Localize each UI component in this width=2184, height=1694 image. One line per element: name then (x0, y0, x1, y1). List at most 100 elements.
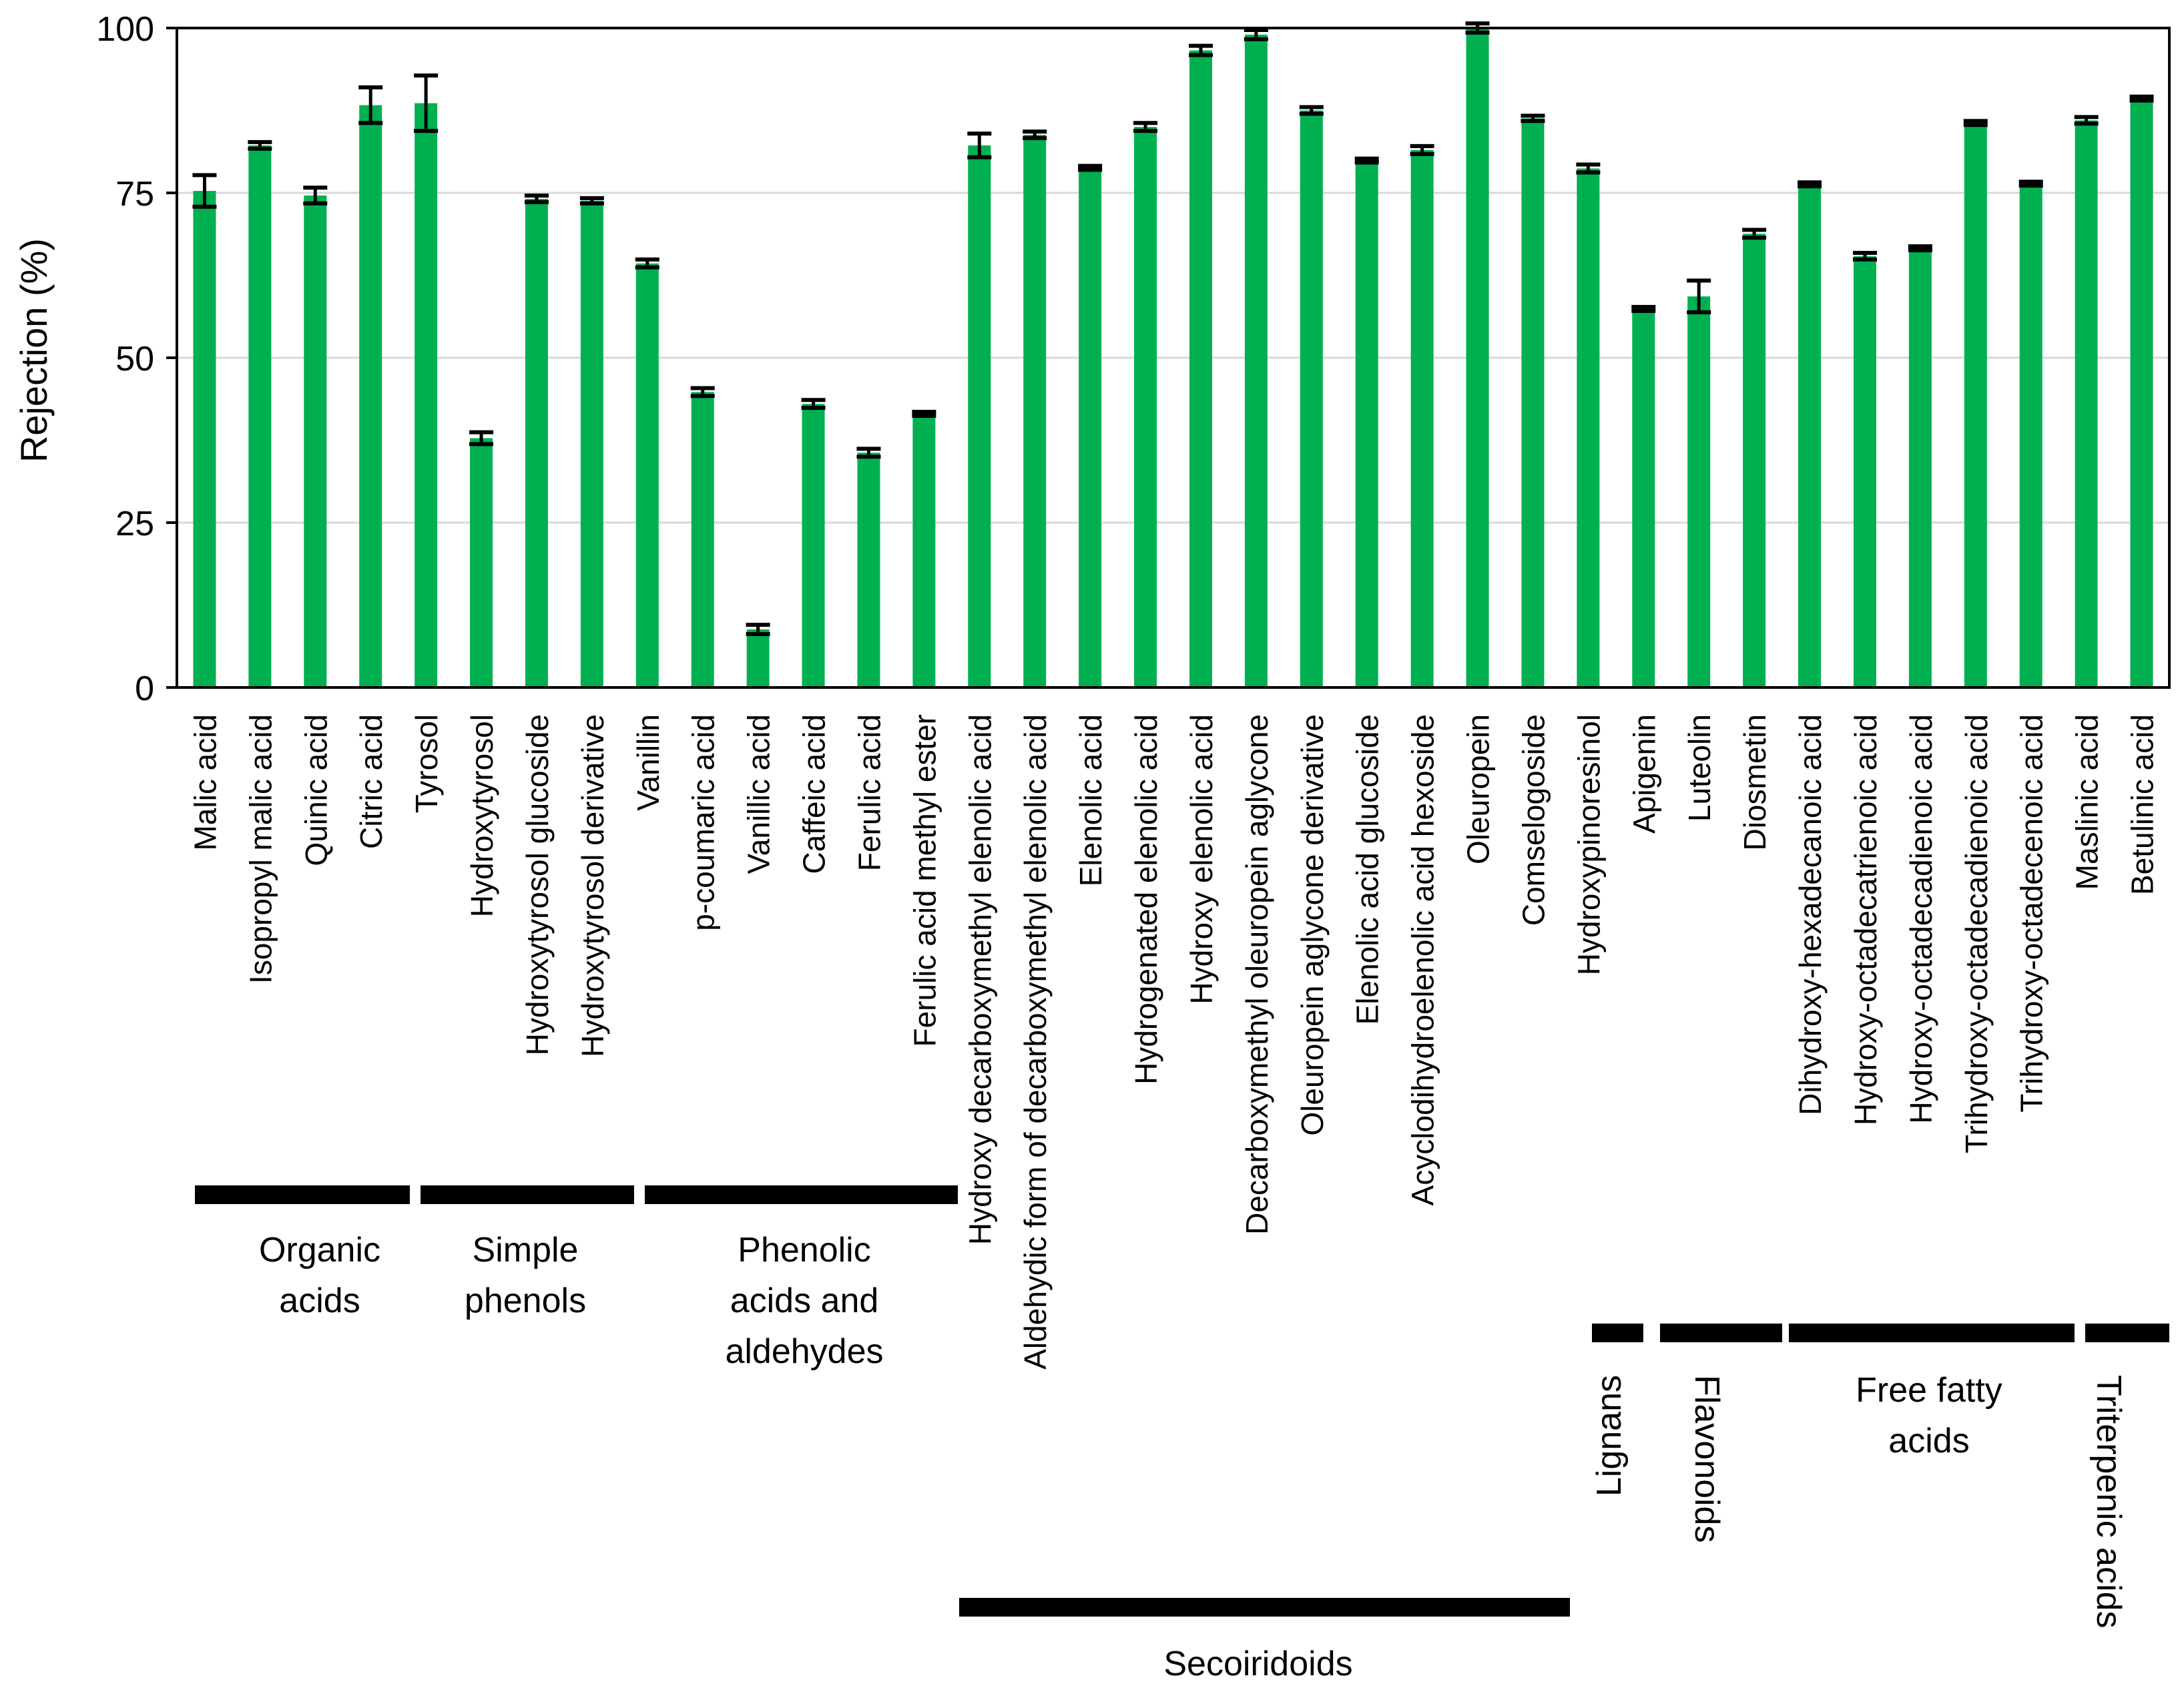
error-bar (746, 623, 770, 636)
bar (912, 413, 936, 687)
error-bar (967, 131, 992, 160)
error-bar (1078, 164, 1103, 172)
error-bar (414, 73, 439, 133)
category-group: Organic acids (195, 1185, 410, 1320)
x-tick-label: Maslinic acid (2070, 714, 2105, 890)
error-bar (1742, 228, 1767, 240)
error-bar (1410, 144, 1434, 156)
x-tick-label: p-coumaric acid (686, 714, 721, 931)
category-group: Lignans (1590, 1324, 1643, 1496)
error-bar (469, 430, 494, 447)
bar (635, 263, 659, 687)
bar (968, 145, 991, 687)
x-tick-label: Hydroxy decarboxymethyl elenolic acid (963, 714, 997, 1245)
category-group: Flavonoids (1660, 1324, 1782, 1542)
error-bar (524, 193, 549, 204)
x-tick-label: Hydroxytyrosol derivative (575, 714, 610, 1057)
bar (1632, 308, 1655, 687)
error-bar (2129, 94, 2154, 103)
bar (1355, 160, 1378, 687)
y-tick-label: 0 (135, 669, 154, 708)
x-tick-label: Elenolic acid glucoside (1350, 714, 1385, 1025)
x-tick-label: Hydrogenated elenolic acid (1129, 714, 1163, 1085)
bar (1743, 234, 1766, 688)
x-tick-label: Isopropyl malic acid (243, 714, 278, 984)
group-bracket (1789, 1324, 2075, 1342)
group-label: Triterpenic acids (2089, 1375, 2128, 1629)
x-tick-label: Citric acid (354, 714, 388, 849)
error-bar (248, 139, 272, 151)
x-tick-label: Vanillin (631, 714, 665, 811)
category-labels: Malic acid Isopropyl malic acid Quinic aci… (188, 714, 2159, 1370)
y-tick-label: 100 (96, 10, 154, 49)
group-label: Flavonoids (1687, 1375, 1726, 1542)
group-label: acids (279, 1282, 360, 1320)
group-label: Free fatty (1856, 1371, 2002, 1410)
bar (1687, 296, 1711, 688)
error-bar (1631, 304, 1656, 313)
x-tick-label: Ferulic acid methyl ester (907, 714, 942, 1047)
error-bar (1852, 250, 1877, 262)
x-tick-label: Hydroxytyrosol (465, 714, 499, 917)
error-bar (1299, 105, 1324, 116)
group-label: acids and (730, 1282, 879, 1320)
x-tick-label: Trihydroxy-octadecenoic acid (2014, 714, 2049, 1113)
error-bar (856, 447, 881, 459)
error-bar (1133, 121, 1158, 133)
x-tick-label: Apigenin (1627, 714, 1661, 834)
x-tick-label: Vanillic acid (742, 714, 776, 874)
error-bar (1023, 129, 1047, 140)
group-bracket (421, 1185, 634, 1204)
error-bar (635, 257, 659, 270)
x-tick-label: Comselogoside (1516, 714, 1551, 926)
bar (1798, 184, 1822, 687)
x-tick-label: Trihydroxy-octadecadienoic acid (1959, 714, 1994, 1153)
bar (857, 453, 880, 687)
group-label: acids (1888, 1422, 1969, 1460)
bar (2075, 120, 2098, 687)
error-bar (1798, 180, 1822, 189)
error-bar (690, 386, 715, 398)
error-bar (2074, 115, 2099, 126)
bar (580, 200, 603, 688)
bar (415, 103, 438, 687)
bar (691, 392, 714, 687)
x-tick-label: Betulinic acid (2125, 714, 2160, 895)
category-group: Secoiridoids (959, 1598, 1570, 1683)
x-tick-label: Dihydroxy-hexadecanoic acid (1793, 714, 1828, 1115)
bar (2130, 98, 2153, 687)
bar (1466, 28, 1489, 687)
bar (1300, 110, 1323, 687)
x-tick-label: Hydroxypinoresinol (1571, 714, 1606, 975)
x-tick-label: Oleuropein (1461, 714, 1496, 864)
bar (359, 105, 382, 687)
x-tick-label: Caffeic acid (797, 714, 832, 874)
error-bar (912, 410, 936, 418)
group-bracket (2085, 1324, 2169, 1342)
bar (1244, 34, 1268, 687)
bar (470, 438, 493, 687)
group-label: Secoiridoids (1163, 1645, 1352, 1683)
axes: 0 25 50 75 100 (96, 10, 2171, 708)
x-tick-label: Ferulic acid (852, 714, 886, 871)
bar (802, 404, 825, 687)
error-bar (1963, 119, 1988, 127)
bar (746, 629, 770, 687)
bar (1023, 135, 1047, 687)
category-groups: Organic acids Simple phenols Phenolic acids a… (195, 1185, 2169, 1683)
bar (1908, 248, 1932, 687)
group-bracket (959, 1598, 1570, 1617)
bar (248, 145, 272, 687)
category-group: Phenolic acids and aldehydes (645, 1185, 958, 1371)
group-label: Organic (259, 1231, 380, 1269)
bar (1521, 118, 1545, 687)
group-bracket (1592, 1324, 1643, 1342)
group-label: phenols (465, 1282, 586, 1320)
plot-frame (176, 27, 2171, 689)
group-label: Lignans (1590, 1375, 1629, 1496)
x-tick-label: Oleuropein aglycone derivative (1295, 714, 1330, 1136)
bar (304, 195, 327, 687)
error-bar (1188, 43, 1213, 57)
y-tick-label: 25 (115, 505, 154, 543)
